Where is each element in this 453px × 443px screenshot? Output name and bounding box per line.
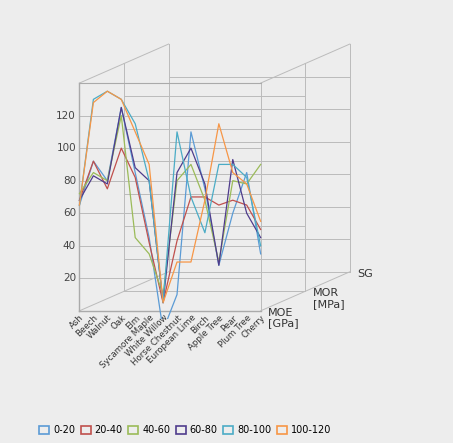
Text: Oak: Oak bbox=[109, 313, 128, 332]
Text: 100: 100 bbox=[56, 143, 76, 153]
Text: MOE
[GPa]: MOE [GPa] bbox=[268, 307, 299, 328]
Text: Apple Tree: Apple Tree bbox=[187, 313, 225, 352]
Text: Beech: Beech bbox=[74, 313, 100, 339]
Text: Birch: Birch bbox=[189, 313, 211, 335]
Text: Pear: Pear bbox=[219, 313, 239, 333]
Text: Cherry: Cherry bbox=[240, 313, 267, 340]
Text: European Lime: European Lime bbox=[145, 313, 198, 365]
Text: Ash: Ash bbox=[68, 313, 86, 331]
Text: 120: 120 bbox=[56, 111, 76, 120]
Text: 40: 40 bbox=[63, 241, 76, 251]
Text: MOR
[MPa]: MOR [MPa] bbox=[313, 288, 345, 309]
Text: White Willow: White Willow bbox=[124, 313, 169, 359]
Text: Sycamore Maple: Sycamore Maple bbox=[98, 313, 155, 370]
Legend: 0-20, 20-40, 40-60, 60-80, 80-100, 100-120: 0-20, 20-40, 40-60, 60-80, 80-100, 100-1… bbox=[39, 425, 331, 435]
Text: 80: 80 bbox=[63, 176, 76, 186]
Text: 20: 20 bbox=[63, 273, 76, 283]
Text: Walnut: Walnut bbox=[86, 313, 114, 341]
Text: Plum Tree: Plum Tree bbox=[217, 313, 253, 350]
Text: SG: SG bbox=[357, 268, 373, 279]
Text: 60: 60 bbox=[63, 208, 76, 218]
Text: Elm: Elm bbox=[124, 313, 142, 331]
Text: Horse Chestnut: Horse Chestnut bbox=[130, 313, 183, 367]
